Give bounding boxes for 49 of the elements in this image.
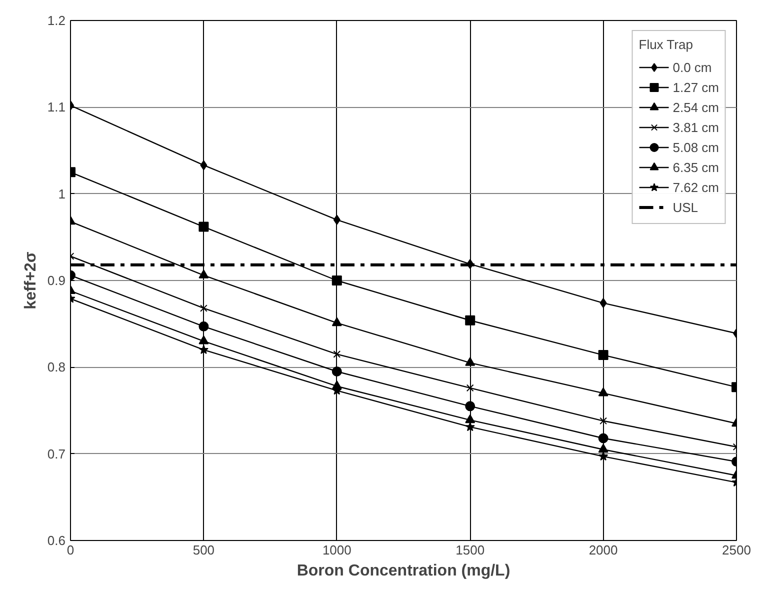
legend-label: 0.0 cm bbox=[672, 60, 712, 74]
point bbox=[598, 387, 608, 396]
x-tick-label: 500 bbox=[192, 542, 215, 558]
point bbox=[333, 350, 341, 358]
point bbox=[465, 422, 475, 432]
y-tick-label: 1.1 bbox=[47, 100, 66, 115]
point bbox=[465, 414, 476, 424]
point bbox=[200, 160, 208, 170]
y-tick-label: 1 bbox=[58, 186, 66, 202]
point bbox=[332, 276, 342, 286]
legend-label: 6.35 cm bbox=[672, 160, 719, 174]
point bbox=[332, 317, 342, 326]
point bbox=[466, 384, 474, 392]
point bbox=[198, 270, 209, 278]
point bbox=[333, 214, 340, 225]
x-tick-label: 1500 bbox=[456, 542, 485, 558]
point bbox=[198, 344, 208, 354]
point bbox=[465, 315, 476, 326]
x-axis-title: Boron Concentration (mg/L) bbox=[296, 562, 510, 580]
point bbox=[198, 222, 209, 232]
point bbox=[332, 366, 342, 376]
legend-label: 2.54 cm bbox=[672, 100, 719, 114]
y-tick-label: 0.9 bbox=[47, 273, 66, 288]
legend-label: 1.27 cm bbox=[672, 80, 719, 94]
point bbox=[198, 335, 209, 344]
point bbox=[600, 417, 607, 425]
y-tick-label: 0.6 bbox=[47, 533, 66, 548]
x-tick-label: 0 bbox=[66, 542, 74, 558]
point bbox=[598, 444, 608, 453]
legend-label: 5.08 cm bbox=[672, 140, 719, 154]
point bbox=[200, 304, 208, 312]
x-tick-label: 1000 bbox=[322, 542, 352, 558]
y-tick-label: 0.7 bbox=[47, 446, 66, 462]
y-axis-title: keff+2σ bbox=[22, 252, 40, 310]
legend-label: 3.81 cm bbox=[672, 120, 719, 134]
point bbox=[465, 401, 476, 412]
legend-label: 7.62 cm bbox=[672, 180, 719, 194]
point bbox=[598, 433, 608, 444]
point bbox=[600, 298, 607, 308]
x-tick-label: 2500 bbox=[722, 542, 751, 558]
legend-label: USL bbox=[672, 200, 698, 214]
legend-title: Flux Trap bbox=[638, 37, 694, 52]
point bbox=[598, 451, 608, 461]
point bbox=[465, 357, 476, 366]
point bbox=[598, 350, 608, 360]
point bbox=[198, 321, 209, 332]
y-tick-label: 0.8 bbox=[47, 360, 66, 375]
x-tick-label: 2000 bbox=[588, 542, 618, 558]
y-tick-label: 1.2 bbox=[47, 13, 66, 28]
